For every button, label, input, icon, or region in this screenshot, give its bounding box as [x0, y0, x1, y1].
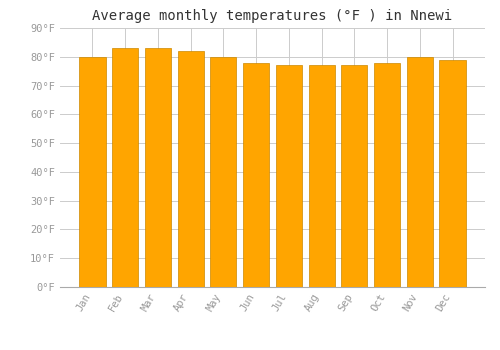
Bar — [145, 48, 171, 287]
Bar — [276, 65, 302, 287]
Bar — [210, 57, 236, 287]
Bar — [406, 57, 433, 287]
Bar — [178, 51, 204, 287]
Bar — [308, 65, 334, 287]
Title: Average monthly temperatures (°F ) in Nnewi: Average monthly temperatures (°F ) in Nn… — [92, 9, 452, 23]
Bar — [243, 63, 269, 287]
Bar — [80, 57, 106, 287]
Bar — [342, 65, 367, 287]
Bar — [440, 60, 466, 287]
Bar — [112, 48, 138, 287]
Bar — [374, 63, 400, 287]
